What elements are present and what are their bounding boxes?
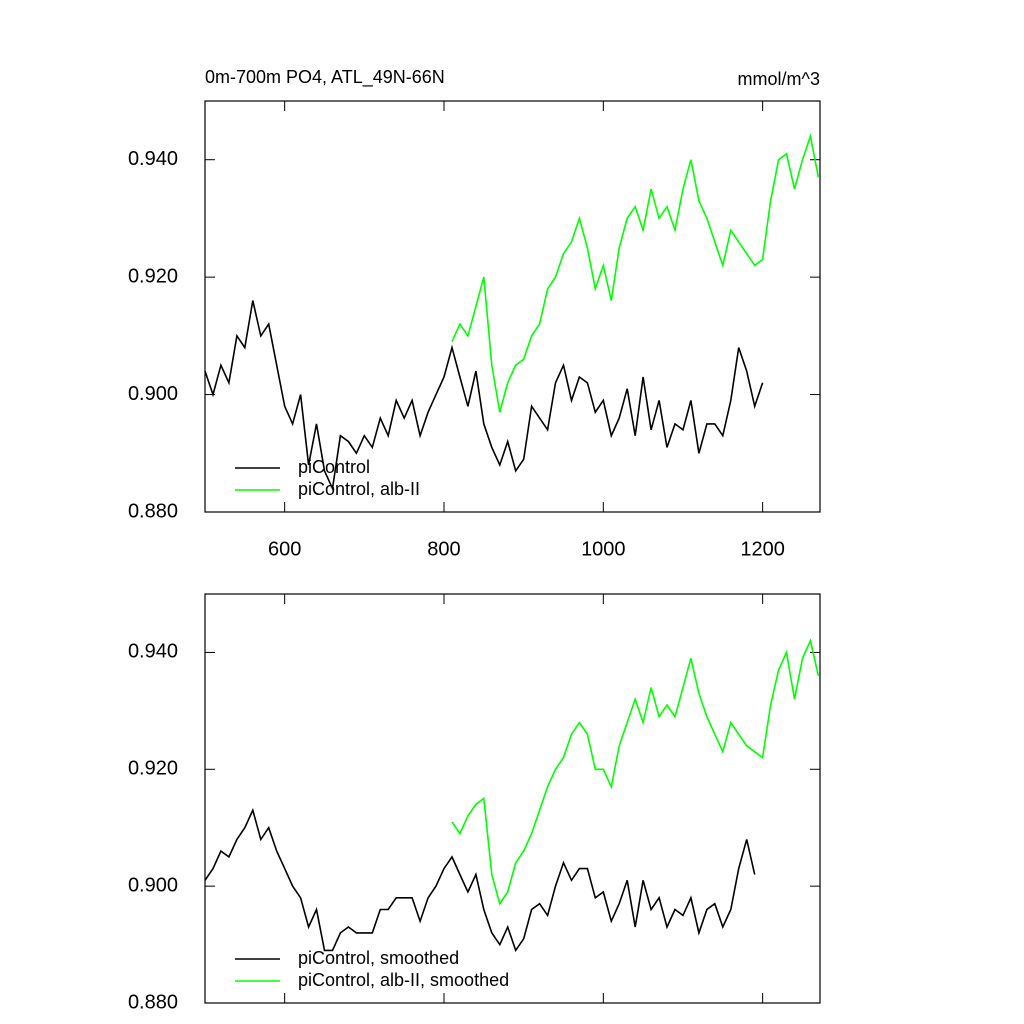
legend-label: piControl [298,457,370,477]
y-tick-label: 0.900 [128,874,178,896]
y-tick-label: 0.880 [128,991,178,1013]
y-tick-label: 0.940 [128,148,178,170]
unit-label: mmol/m^3 [738,69,820,89]
legend-label: piControl, alb-II [298,479,420,499]
plot-frame [204,100,821,513]
y-tick-label: 0.940 [128,641,178,663]
chart-title: 0m-700m PO4, ATL_49N-66N [205,67,445,88]
data-line [204,300,764,492]
x-tick-label: 1000 [581,538,626,560]
x-tick-label: 1200 [740,538,785,560]
y-tick-label: 0.920 [128,758,178,780]
y-tick-label: 0.920 [128,265,178,287]
plot-frame [204,593,821,1004]
legend-label: piControl, smoothed [298,948,459,968]
legend-label: piControl, alb-II, smoothed [298,970,509,990]
y-tick-label: 0.880 [128,500,178,522]
data-line [204,807,756,953]
data-line [451,638,820,906]
x-tick-label: 600 [268,538,301,560]
y-tick-label: 0.900 [128,383,178,405]
data-line [451,133,820,413]
x-tick-label: 800 [427,538,460,560]
